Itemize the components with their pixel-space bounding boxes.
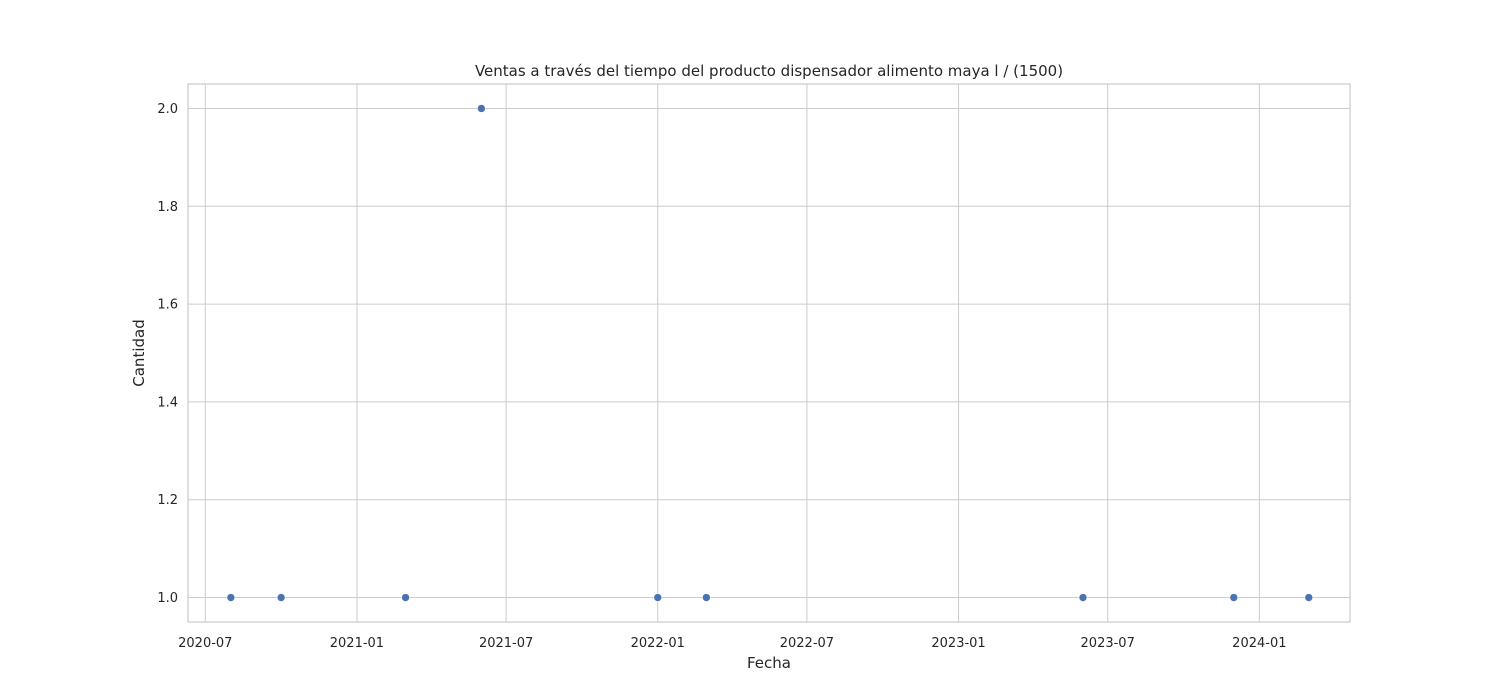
- x-tick-labels: 2020-07 2021-01 2021-07 2022-01 2022-07 2023-…: [178, 636, 1286, 651]
- y-tick-label: 1.2: [157, 493, 178, 508]
- data-point: [653, 593, 663, 602]
- y-tick-label: 1.8: [157, 200, 178, 215]
- y-tick-labels: 1.0 1.2 1.4 1.6 1.8 2.0: [157, 102, 178, 606]
- data-points: [226, 104, 1314, 602]
- data-point: [1304, 593, 1314, 602]
- y-tick-label: 1.6: [157, 298, 178, 313]
- data-point: [276, 593, 286, 602]
- chart-title: Ventas a través del tiempo del producto …: [475, 62, 1063, 80]
- x-tick-label: 2021-01: [330, 636, 384, 651]
- data-point: [702, 593, 711, 602]
- x-axis-label: Fecha: [747, 654, 791, 672]
- y-tick-label: 1.0: [157, 591, 178, 606]
- grid: [188, 84, 1350, 622]
- data-point: [401, 593, 410, 602]
- data-point: [226, 593, 236, 602]
- y-tick-label: 1.4: [157, 395, 178, 410]
- x-tick-label: 2022-07: [780, 636, 834, 651]
- y-axis-label: Cantidad: [130, 319, 148, 386]
- x-tick-label: 2023-07: [1081, 636, 1135, 651]
- data-point: [477, 104, 486, 113]
- data-point: [1078, 593, 1088, 602]
- x-tick-label: 2023-01: [931, 636, 985, 651]
- y-tick-label: 2.0: [157, 102, 178, 117]
- data-point: [1229, 593, 1239, 602]
- x-tick-label: 2021-07: [479, 636, 533, 651]
- plot-frame: [187, 83, 1351, 623]
- x-tick-label: 2022-01: [631, 636, 685, 651]
- x-tick-label: 2024-01: [1232, 636, 1286, 651]
- x-tick-label: 2020-07: [178, 636, 232, 651]
